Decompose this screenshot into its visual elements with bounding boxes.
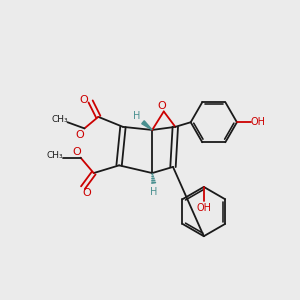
Text: O: O [72, 147, 81, 157]
Text: CH₃: CH₃ [47, 151, 64, 160]
Polygon shape [142, 121, 152, 130]
Text: CH₃: CH₃ [52, 116, 68, 124]
Text: OH: OH [251, 117, 266, 127]
Text: H: H [150, 187, 158, 196]
Text: O: O [76, 130, 84, 140]
Text: O: O [82, 188, 91, 198]
Text: O: O [79, 95, 88, 105]
Text: H: H [133, 111, 140, 121]
Text: O: O [158, 101, 167, 111]
Text: OH: OH [196, 203, 211, 214]
